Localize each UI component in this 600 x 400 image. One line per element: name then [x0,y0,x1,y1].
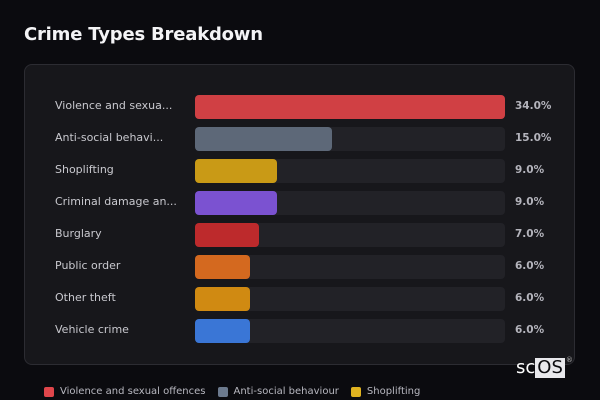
bar-row: Other theft 6.0% [25,287,574,311]
bar-label: Shoplifting [55,163,114,176]
bar-fill[interactable] [195,223,259,247]
bar-fill[interactable] [195,95,505,119]
legend-swatch [217,386,228,397]
bar-fill[interactable] [195,287,250,311]
bar-track [195,287,505,311]
legend-label: Anti-social behaviour [233,386,339,397]
legend-item[interactable]: Violence and sexual offences [44,386,206,397]
bar-label: Violence and sexua... [55,99,173,112]
scos-logo: sc OS ® [516,356,573,378]
bar-value: 6.0% [515,324,545,336]
bar-fill[interactable] [195,191,278,215]
chart-title: Crime Types Breakdown [24,24,263,45]
bar-fill[interactable] [195,159,278,183]
legend-item[interactable]: Shoplifting [350,386,421,397]
bar-row: Public order 6.0% [25,255,574,279]
legend-label: Shoplifting [366,386,421,397]
bar-row: Criminal damage an... 9.0% [25,191,574,215]
registered-mark-icon: ® [565,356,573,364]
bar-label: Anti-social behavi... [55,131,164,144]
bar-label: Vehicle crime [55,323,129,336]
bar-track [195,95,505,119]
chart-legend: Violence and sexual offences Anti-social… [44,386,432,397]
bar-value: 7.0% [515,228,545,240]
bar-track [195,319,505,343]
bar-value: 34.0% [515,100,552,112]
legend-swatch [44,386,54,397]
bar-label: Public order [55,259,121,272]
bar-row: Shoplifting 9.0% [25,159,574,183]
bar-value: 6.0% [515,292,545,304]
bar-track [195,127,505,151]
bar-fill[interactable] [195,255,250,279]
logo-text-sc: sc [516,357,536,378]
bar-row: Burglary 7.0% [25,223,574,247]
bar-fill[interactable] [195,319,250,343]
logo-text-os: OS [535,357,565,378]
bar-label: Other theft [55,291,116,304]
bar-fill[interactable] [195,127,332,151]
chart-card: Violence and sexua... 34.0% Anti-social … [24,64,575,365]
bar-value: 9.0% [515,164,545,176]
bar-track [195,191,505,215]
bar-value: 15.0% [515,132,552,144]
legend-swatch [350,386,361,397]
bar-track [195,159,505,183]
bar-row: Violence and sexua... 34.0% [25,95,574,119]
bar-value: 9.0% [515,196,545,208]
bar-label: Criminal damage an... [55,195,177,208]
bar-label: Burglary [55,227,102,240]
legend-item[interactable]: Anti-social behaviour [217,386,339,397]
bar-row: Vehicle crime 6.0% [25,319,574,343]
bar-row: Anti-social behavi... 15.0% [25,127,574,151]
bar-value: 6.0% [515,260,545,272]
bar-track [195,223,505,247]
bar-track [195,255,505,279]
legend-label: Violence and sexual offences [60,386,206,397]
